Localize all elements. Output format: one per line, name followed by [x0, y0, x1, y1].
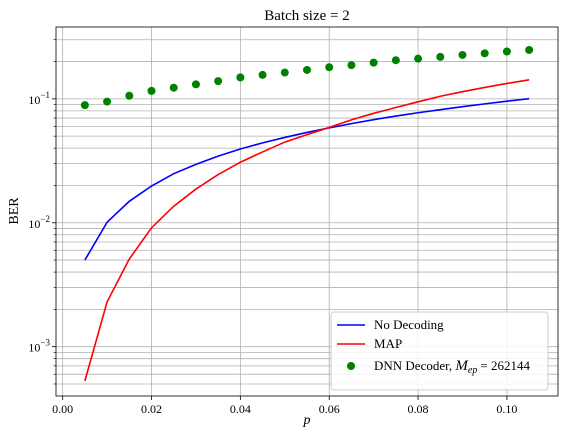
data-point-dnn-decoder [191, 80, 200, 89]
y-tick-exponent: −3 [40, 338, 50, 348]
data-point-dnn-decoder [525, 45, 534, 54]
y-tick-base: 10 [28, 93, 40, 107]
x-tick-label: 0.10 [496, 402, 517, 416]
chart-title: Batch size = 2 [264, 8, 350, 24]
y-tick-base: 10 [28, 217, 40, 231]
x-tick-label: 0.06 [319, 402, 340, 416]
series-line-map [84, 79, 530, 382]
data-point-dnn-decoder [325, 63, 334, 72]
legend-label-no-decoding: No Decoding [374, 317, 444, 332]
x-tick-label: 0.00 [52, 402, 73, 416]
data-point-dnn-decoder [502, 47, 511, 56]
data-point-dnn-decoder [458, 50, 467, 59]
legend: No Decoding MAP DNN Decoder, Mep = 262144 [330, 311, 549, 391]
legend-label-dnn-decoder: DNN Decoder, Mep = 262144 [374, 358, 530, 376]
data-point-dnn-decoder [347, 61, 356, 70]
legend-dnn-symbol: M [454, 358, 469, 374]
data-point-dnn-decoder [369, 58, 378, 67]
y-tick-label: 10−3 [28, 338, 50, 355]
data-point-dnn-decoder [236, 73, 245, 82]
series-line-no-decoding [84, 97, 530, 261]
y-axis-label: BER [7, 197, 22, 225]
grid [56, 27, 558, 396]
y-tick-label: 10−2 [28, 214, 50, 231]
data-point-dnn-decoder [480, 49, 489, 58]
data-point-dnn-decoder [103, 97, 112, 106]
y-tick-exponent: −2 [40, 214, 50, 224]
x-tick-label: 0.08 [408, 402, 429, 416]
legend-box [330, 311, 549, 391]
data-point-dnn-decoder [303, 65, 311, 74]
data-point-dnn-decoder [391, 56, 400, 65]
legend-label-map: MAP [374, 336, 402, 351]
x-axis-ticks: 0.00 0.02 0.04 0.06 0.08 0.10 [52, 396, 517, 416]
x-tick-label: 0.02 [141, 402, 162, 416]
y-axis-ticks: 10−310−210−1 [28, 39, 56, 385]
legend-dnn-value: = 262144 [480, 358, 530, 373]
data-point-dnn-decoder [280, 68, 289, 77]
series-layer [80, 45, 534, 382]
x-tick-label: 0.04 [230, 402, 251, 416]
legend-swatch-dnn-decoder [347, 362, 355, 370]
data-point-dnn-decoder [414, 54, 423, 63]
data-point-dnn-decoder [258, 70, 267, 79]
y-tick-label: 10−1 [28, 90, 50, 107]
data-point-dnn-decoder [436, 52, 445, 61]
data-point-dnn-decoder [169, 83, 178, 92]
x-axis-label: p [303, 413, 311, 428]
data-point-dnn-decoder [214, 77, 223, 86]
y-tick-exponent: −1 [40, 90, 50, 100]
y-tick-base: 10 [28, 341, 40, 355]
data-point-dnn-decoder [80, 101, 89, 110]
legend-dnn-name: DNN Decoder [374, 358, 450, 373]
legend-dnn-subscript: ep [468, 365, 477, 376]
data-point-dnn-decoder [125, 91, 134, 100]
data-point-dnn-decoder [147, 86, 156, 95]
plot-frame [55, 26, 559, 397]
